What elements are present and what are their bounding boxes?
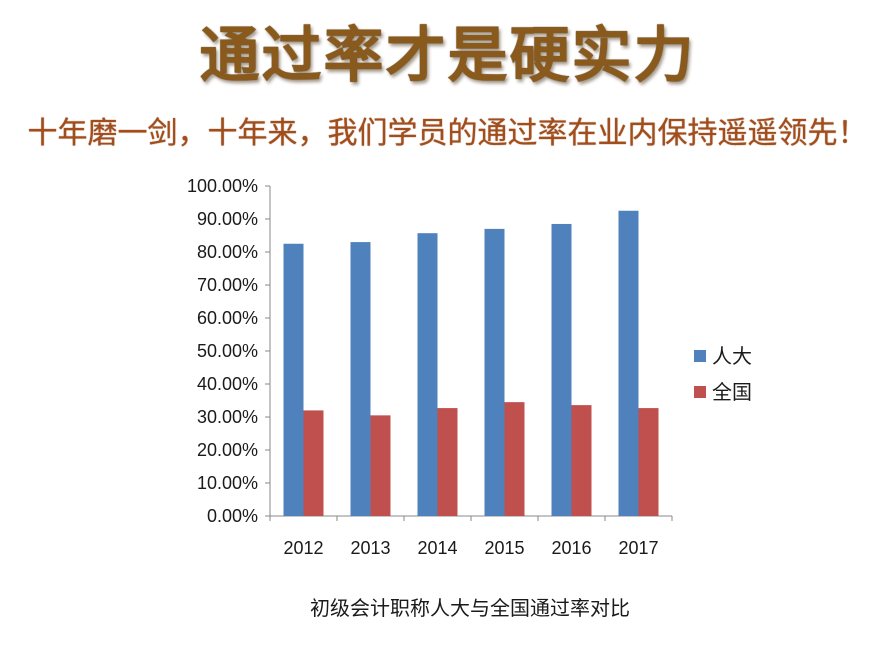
bar-2016-series-0 bbox=[551, 223, 572, 516]
bar-2016-series-1 bbox=[571, 405, 592, 516]
bar-2017-series-0 bbox=[618, 210, 639, 516]
bar-2014-series-1 bbox=[437, 408, 458, 516]
y-tick-label: 50.00% bbox=[197, 341, 258, 361]
y-axis: 0.00% 10.00% 20.00% 30.00% 40.00% 50.00% 60.00… bbox=[187, 176, 271, 526]
x-tick-label: 2013 bbox=[350, 538, 390, 558]
y-tick-label: 0.00% bbox=[207, 506, 258, 526]
y-tick-label: 20.00% bbox=[197, 440, 258, 460]
y-tick-label: 90.00% bbox=[197, 209, 258, 229]
bar-2012-series-1 bbox=[303, 410, 324, 516]
y-tick-label: 80.00% bbox=[197, 242, 258, 262]
chart-caption: 初级会计职称人大与全国通过率对比 bbox=[310, 596, 630, 620]
legend-label: 全国 bbox=[712, 380, 752, 404]
bar-2015-series-1 bbox=[504, 402, 525, 516]
y-tick-label: 40.00% bbox=[197, 374, 258, 394]
bar-2014-series-0 bbox=[417, 233, 438, 516]
bar-2012-series-0 bbox=[283, 243, 304, 516]
legend-swatch bbox=[694, 350, 706, 362]
bar-2015-series-0 bbox=[484, 228, 505, 516]
bar-2013-series-1 bbox=[370, 415, 391, 516]
y-tick-label: 70.00% bbox=[197, 275, 258, 295]
y-tick-label: 30.00% bbox=[197, 407, 258, 427]
headline-title: 通过率才是硬实力 bbox=[199, 21, 696, 91]
legend-swatch bbox=[694, 386, 706, 398]
x-tick-label: 2015 bbox=[484, 538, 524, 558]
bar-2013-series-0 bbox=[350, 242, 371, 516]
x-tick-label: 2016 bbox=[551, 538, 591, 558]
x-tick-label: 2017 bbox=[618, 538, 658, 558]
x-axis: 2012 2013 2014 2015 2016 2017 bbox=[269, 515, 673, 558]
y-tick-label: 60.00% bbox=[197, 308, 258, 328]
y-tick-label: 100.00% bbox=[187, 176, 258, 196]
y-tick-label: 10.00% bbox=[197, 473, 258, 493]
bar-2017-series-1 bbox=[638, 408, 659, 516]
x-tick-label: 2012 bbox=[283, 538, 323, 558]
headline-subtitle: 十年磨一剑，十年来，我们学员的通过率在业内保持遥遥领先！ bbox=[27, 116, 868, 151]
x-tick-label: 2014 bbox=[417, 538, 457, 558]
legend-label: 人大 bbox=[712, 344, 752, 368]
bar-series-group bbox=[283, 210, 659, 516]
